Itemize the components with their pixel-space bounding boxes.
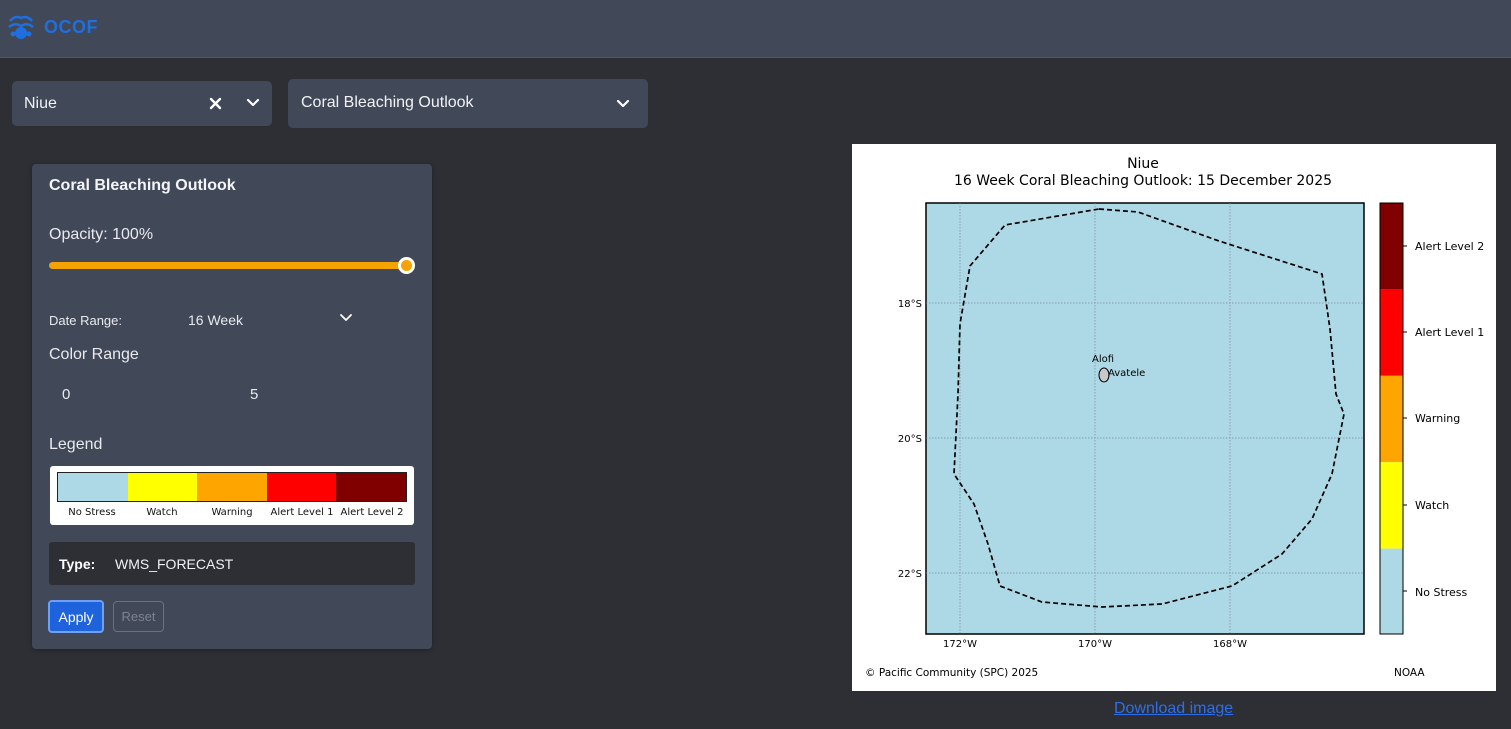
lon-label: 170°W: [1078, 639, 1112, 650]
reset-button[interactable]: Reset: [113, 601, 164, 632]
legend-label-item: Watch: [146, 507, 178, 518]
layer-select[interactable]: Coral Bleaching Outlook: [288, 79, 648, 128]
color-range-min-input[interactable]: 0: [62, 386, 71, 403]
colorbar-segment-no-stress: [1380, 548, 1403, 634]
lat-label: 20°S: [898, 434, 922, 445]
date-range-select[interactable]: 16 Week: [188, 312, 243, 328]
country-select-value: Niue: [24, 95, 57, 112]
colorbar-segment-watch: [1380, 462, 1403, 549]
opacity-slider-handle[interactable]: [398, 257, 415, 274]
type-value: WMS_FORECAST: [115, 556, 234, 572]
layer-type-info: Type: WMS_FORECAST: [49, 542, 415, 585]
chevron-down-icon[interactable]: [616, 99, 630, 109]
legend-label: Legend: [49, 436, 103, 453]
legend-labels: No Stress Watch Warning Alert Level 1 Al…: [57, 507, 407, 518]
place-label-avatele: Avatele: [1108, 368, 1145, 379]
color-range-label: Color Range: [49, 346, 139, 363]
legend-swatch-watch: [127, 473, 198, 501]
colorbar-segment-alert-level-1: [1380, 289, 1403, 376]
map-title: Niue: [1127, 156, 1159, 172]
map-colorbar: Alert Level 2 Alert Level 1 Warning Watc…: [1379, 202, 1484, 635]
type-label: Type:: [59, 556, 96, 572]
colorbar-segment-alert-level-2: [1380, 203, 1403, 290]
legend-swatch-alert-level-1: [266, 473, 337, 501]
map-subtitle: 16 Week Coral Bleaching Outlook: 15 Dece…: [954, 173, 1332, 189]
place-label-alofi: Alofi: [1092, 354, 1114, 365]
opacity-slider-track[interactable]: [49, 262, 407, 269]
legend-label-item: No Stress: [68, 507, 116, 518]
legend-swatch-alert-level-2: [336, 473, 406, 501]
panel-title: Coral Bleaching Outlook: [49, 177, 236, 194]
color-range-max-input[interactable]: 5: [250, 386, 259, 403]
colorbar-label: No Stress: [1415, 586, 1468, 599]
outlook-map-image: Niue 16 Week Coral Bleaching Outlook: 15…: [852, 144, 1496, 691]
legend-label-item: Alert Level 1: [270, 507, 334, 518]
layer-select-value: Coral Bleaching Outlook: [301, 94, 474, 111]
niue-island: [1098, 367, 1110, 383]
legend-swatch-no-stress: [58, 473, 128, 501]
map-gridlines: [926, 203, 1364, 634]
colorbar-segment-warning: [1380, 375, 1403, 463]
map-ocean-area: [925, 202, 1365, 635]
apply-button[interactable]: Apply: [48, 600, 104, 633]
legend-color-bar: [57, 472, 407, 502]
chevron-down-icon[interactable]: [339, 313, 353, 323]
colorbar-label: Alert Level 1: [1415, 326, 1484, 339]
map-source: NOAA: [1394, 667, 1425, 679]
opacity-label: Opacity: 100%: [49, 226, 154, 243]
lat-label: 22°S: [898, 569, 922, 580]
date-range-label: Date Range:: [49, 313, 122, 328]
ocof-logo-icon: [8, 15, 34, 39]
top-navbar: OCOF: [0, 0, 1511, 58]
country-select[interactable]: Niue: [12, 81, 272, 126]
legend-label-item: Alert Level 2: [340, 507, 404, 518]
colorbar-label: Warning: [1415, 412, 1460, 425]
close-icon[interactable]: [209, 97, 222, 110]
lon-label: 168°W: [1213, 639, 1247, 650]
layer-settings-panel: Coral Bleaching Outlook Opacity: 100% Da…: [32, 164, 432, 649]
download-image-link[interactable]: Download image: [1114, 700, 1234, 717]
colorbar-label: Alert Level 2: [1415, 240, 1484, 253]
app-name: OCOF: [44, 16, 98, 37]
colorbar-label: Watch: [1415, 499, 1449, 512]
chevron-down-icon[interactable]: [246, 98, 260, 108]
legend-label-item: Warning: [211, 507, 253, 518]
map-credit: © Pacific Community (SPC) 2025: [865, 667, 1038, 679]
app-logo[interactable]: OCOF: [6, 12, 98, 42]
lon-label: 172°W: [943, 639, 977, 650]
legend: No Stress Watch Warning Alert Level 1 Al…: [50, 466, 414, 525]
lat-label: 18°S: [898, 299, 922, 310]
legend-swatch-warning: [197, 473, 267, 501]
